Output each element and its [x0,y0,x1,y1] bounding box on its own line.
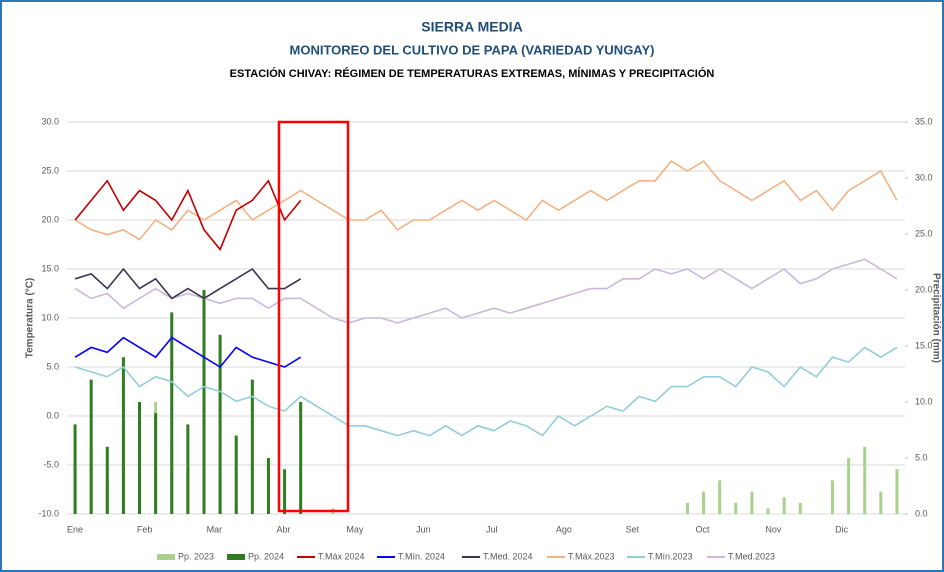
x-tick-label: Ene [67,524,83,534]
bar [250,379,254,514]
y2-tick-label: 5.0 [915,452,928,462]
bar [73,424,77,514]
x-tick-label: Oct [696,524,711,534]
bar [830,480,834,514]
y-tick-label: 30.0 [41,116,59,126]
bar [879,491,883,514]
line [74,258,898,324]
x-tick-label: Nov [765,524,782,534]
legend-label: T.Mín. 2024 [398,551,445,561]
x-tick-label: Dic [835,524,848,534]
y-tick-label: -5.0 [43,459,59,469]
bar [186,424,190,514]
grid: -10.0 -5.0 0.0 5.0 10.0 15.0 20.0 25.0 30.0 0.0 5.… [38,116,932,534]
legend-label: T.Máx.2023 [568,551,615,561]
bar [895,469,899,514]
legend-label: Pp. 2024 [248,551,284,561]
chart-title: SIERRA MEDIA [421,19,522,35]
y2-tick-label: 25.0 [915,228,933,238]
y-tick-label: -10.0 [38,508,59,518]
x-tick-label: May [346,524,364,534]
bar [685,502,689,514]
legend: Pp. 2023 Pp. 2024 T.Máx 2024 T.Mín. 2024 T.M… [157,551,775,561]
legend-label: T.Mín.2023 [648,551,693,561]
bar [202,290,206,514]
y2-tick-label: 20.0 [915,284,933,294]
y-tick-label: 5.0 [46,361,59,371]
y2-tick-label: 0.0 [915,508,928,518]
bar [863,446,867,514]
x-tick-label: Ago [556,524,572,534]
line [74,267,302,300]
line [74,336,302,369]
legend-swatch [227,554,245,560]
bar [138,402,142,514]
x-tick-label: Jun [416,524,431,534]
y-tick-label: 25.0 [41,165,59,175]
bars [73,290,899,514]
bar [782,497,786,514]
x-tick-label: Set [626,524,640,534]
bar [170,312,174,514]
bar [702,491,706,514]
legend-label: T.Máx 2024 [318,551,365,561]
y-tick-label: 15.0 [41,263,59,273]
legend-swatch [157,554,175,560]
line [74,160,898,241]
bar [105,446,109,514]
x-tick-label: Feb [137,524,153,534]
y2-axis-title: Precipitación (mm) [930,273,941,363]
bar [266,458,270,514]
x-tick-label: Mar [207,524,223,534]
line [74,346,898,437]
y2-tick-label: 10.0 [915,396,933,406]
chart-subtitle: MONITOREO DEL CULTIVO DE PAPA (VARIEDAD … [290,42,655,57]
bar [798,502,802,514]
bar [89,379,93,514]
chart-subtitle: ESTACIÓN CHIVAY: RÉGIMEN DE TEMPERATURAS… [230,67,715,80]
legend-label: T.Med.2023 [728,551,775,561]
bar [766,508,770,514]
bar [234,435,238,514]
x-tick-label: Abr [277,524,291,534]
bar [154,413,158,514]
y-tick-label: 10.0 [41,312,59,322]
bar [218,334,222,514]
y2-tick-label: 35.0 [915,116,933,126]
line [74,179,302,251]
bar [121,357,125,514]
legend-label: Pp. 2023 [178,551,214,561]
highlight-box [277,120,350,513]
bar [283,469,287,514]
bar [734,502,738,514]
lines [74,160,898,437]
bar [847,458,851,514]
y-tick-label: 20.0 [41,214,59,224]
y-tick-label: 0.0 [46,410,59,420]
x-tick-label: Jul [486,524,498,534]
y2-tick-label: 30.0 [915,172,933,182]
bar [750,491,754,514]
legend-label: T.Med. 2024 [483,551,533,561]
y2-tick-label: 15.0 [915,340,933,350]
y-axis-title: Temperatura (°C) [25,278,36,359]
bar [299,402,303,514]
bar [718,480,722,514]
